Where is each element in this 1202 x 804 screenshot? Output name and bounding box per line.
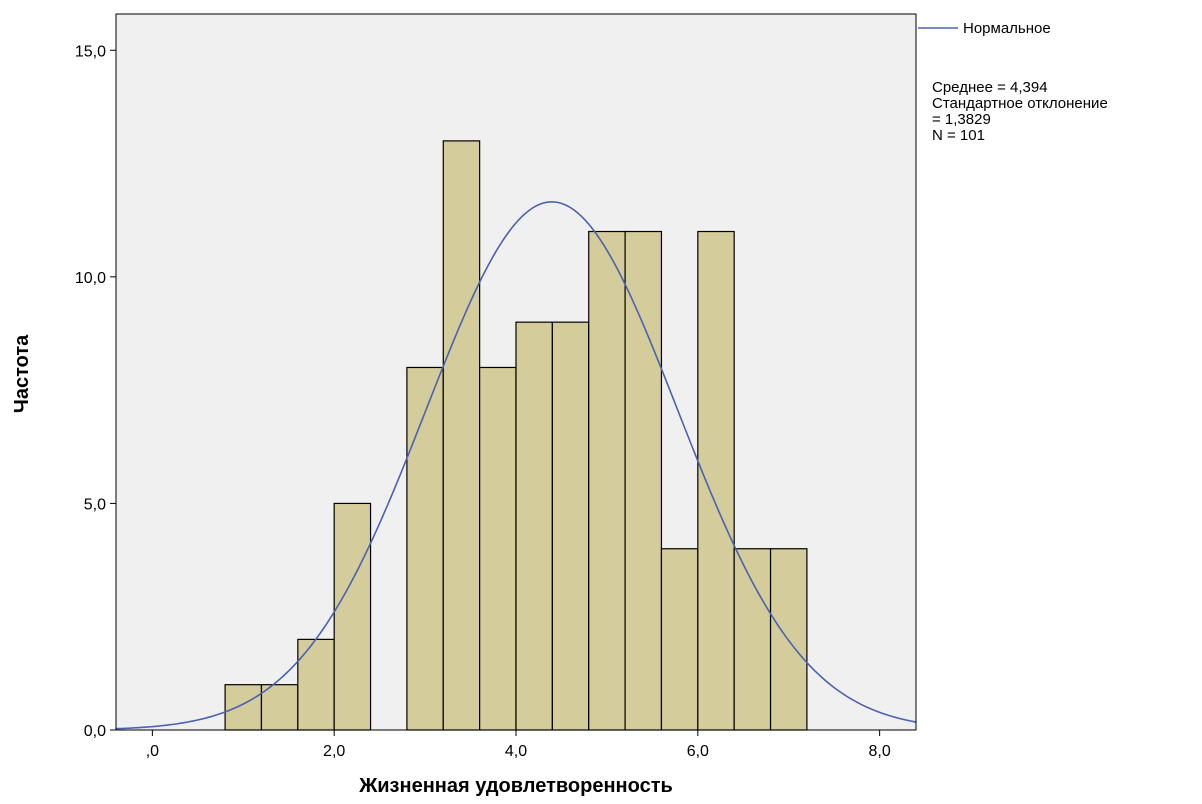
x-tick-label: 2,0 [323, 743, 345, 760]
histogram-bar [333, 502, 372, 731]
histogram-bar [588, 230, 626, 731]
y-tick-label: 0,0 [84, 723, 106, 740]
x-axis-title: Жизненная удовлетворенность [358, 775, 673, 797]
x-tick-label: ,0 [146, 743, 159, 760]
histogram-bar [260, 684, 299, 731]
histogram-bar [515, 321, 553, 731]
histogram-bar [551, 321, 590, 731]
x-tick-label: 4,0 [505, 743, 527, 760]
y-tick-label: 15,0 [75, 43, 106, 60]
histogram-bar [442, 140, 481, 731]
histogram-bar [660, 548, 699, 731]
legend-series-label: Нормальное [963, 20, 1051, 37]
y-axis: 0,0 5,0 10,0 15,0 [75, 43, 116, 740]
histogram-bar [624, 230, 663, 731]
histogram-bars [224, 140, 808, 731]
y-axis-title: Частота [11, 334, 33, 413]
legend: Нормальное Среднее = 4,394 Стандартное о… [918, 20, 1108, 144]
histogram-bar [479, 366, 517, 731]
histogram-bar [406, 366, 444, 731]
histogram-bar [224, 684, 263, 731]
histogram-bar [733, 548, 772, 731]
legend-stat-sd-value: = 1,3829 [932, 111, 991, 128]
histogram-bar [697, 230, 735, 731]
x-tick-label: 8,0 [869, 743, 891, 760]
x-tick-label: 6,0 [687, 743, 709, 760]
legend-stat-n: N = 101 [932, 127, 985, 144]
y-tick-label: 10,0 [75, 270, 106, 287]
y-tick-label: 5,0 [84, 496, 106, 513]
normal-distribution-curve [115, 201, 917, 730]
legend-stat-mean: Среднее = 4,394 [932, 79, 1048, 96]
histogram-bar [297, 638, 335, 731]
legend-stat-sd-label: Стандартное отклонение [932, 95, 1108, 112]
x-axis: ,0 2,0 4,0 6,0 8,0 [146, 730, 891, 760]
